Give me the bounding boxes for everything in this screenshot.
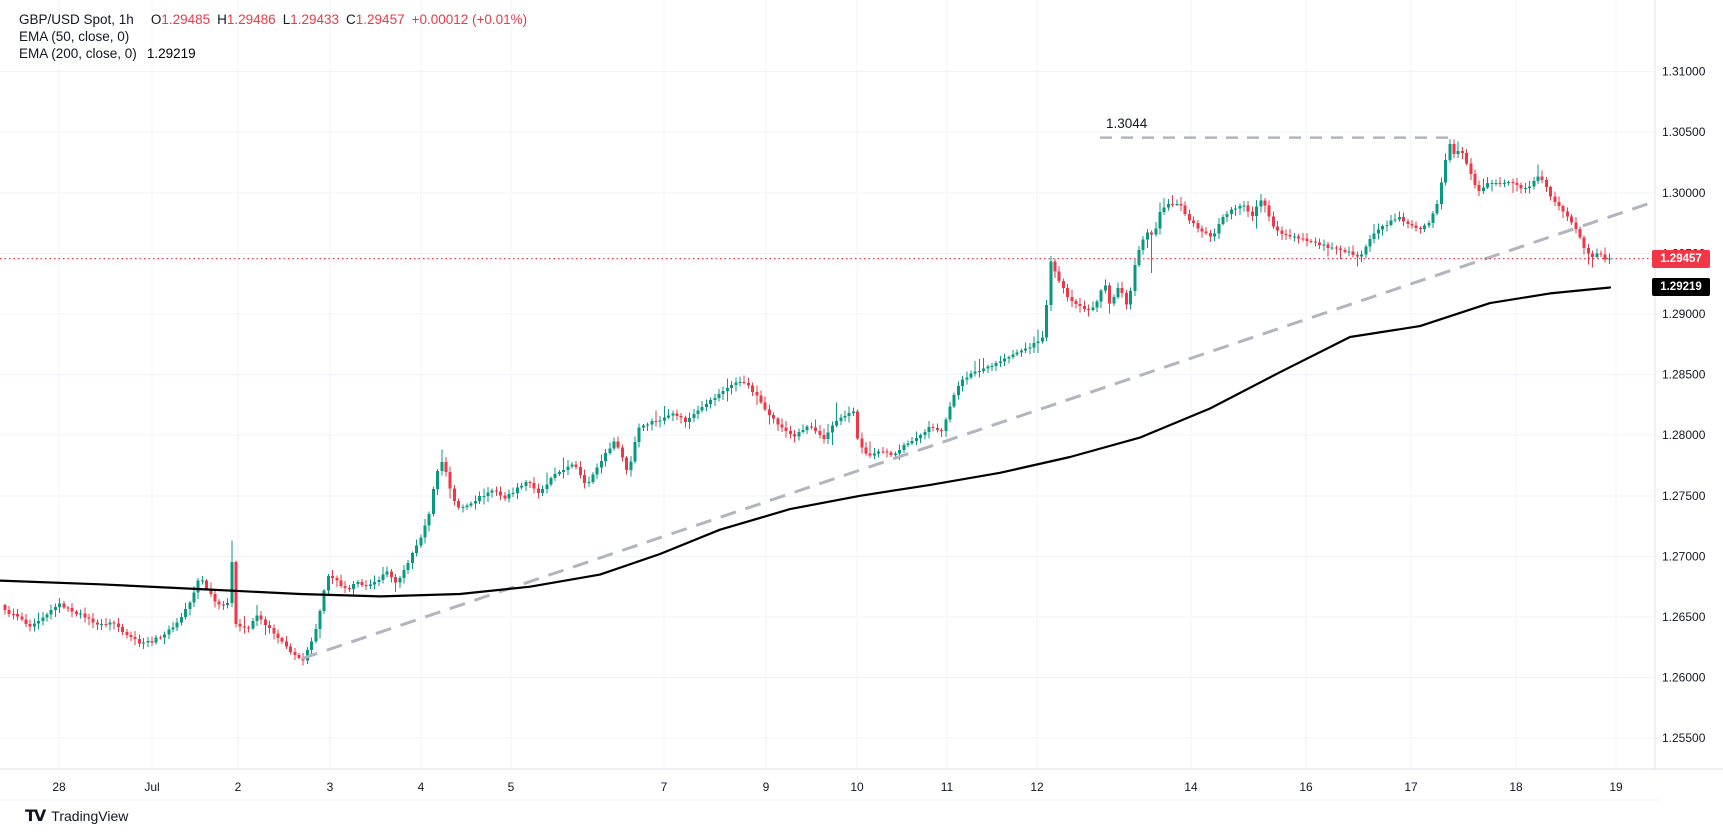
tradingview-attribution[interactable]: TV TradingView [25, 806, 128, 825]
ohlc-high-key: H [217, 12, 227, 27]
time-tick-label: 10 [850, 780, 864, 794]
time-tick-label: 7 [661, 780, 668, 794]
chart-legend: GBP/USD Spot, 1h O1.29485 H1.29486 L1.29433… [19, 11, 527, 62]
time-tick-label: 16 [1299, 780, 1313, 794]
drawings-layer[interactable]: 1.3044 [301, 116, 1653, 660]
price-tick-label: 1.26000 [1662, 671, 1706, 685]
candles-layer [3, 138, 1611, 666]
time-tick-label: 3 [327, 780, 334, 794]
symbol-legend-row[interactable]: GBP/USD Spot, 1h O1.29485 H1.29486 L1.29433… [19, 11, 527, 28]
time-tick-label: 2 [235, 780, 242, 794]
ema200-line[interactable] [0, 286, 1612, 598]
ema200-value: 1.29219 [146, 46, 196, 61]
price-tick-label: 1.25500 [1662, 731, 1706, 745]
price-tick-label: 1.27500 [1662, 489, 1706, 503]
ema50-label: EMA (50, close, 0) [19, 29, 130, 44]
time-tick-label: 17 [1404, 780, 1418, 794]
time-tick-label: 19 [1609, 780, 1623, 794]
axis-borders [0, 0, 1723, 801]
tradingview-logo-icon: TV [25, 806, 46, 825]
ohlc-high-value: 1.29486 [226, 12, 276, 27]
ohlc-open-key: O [150, 12, 162, 27]
time-tick-label: 4 [418, 780, 425, 794]
price-tick-label: 1.30000 [1662, 186, 1706, 200]
price-tick-label: 1.28000 [1662, 428, 1706, 442]
ema200-price-label: 1.29219 [1652, 278, 1710, 296]
ohlc-low-key: L [282, 12, 291, 27]
time-tick-label: 12 [1030, 780, 1044, 794]
resistance-price-annotation: 1.3044 [1106, 116, 1148, 131]
trendline[interactable] [301, 201, 1653, 660]
price-axis[interactable]: 1.310001.305001.300001.295001.290001.285… [1662, 65, 1706, 746]
ema50-legend-row[interactable]: EMA (50, close, 0) [19, 28, 527, 45]
price-tick-label: 1.27000 [1662, 549, 1706, 563]
price-tick-label: 1.26500 [1662, 610, 1706, 624]
price-tick-label: 1.30500 [1662, 125, 1706, 139]
time-tick-label: 14 [1184, 780, 1198, 794]
ohlc-low-value: 1.29433 [290, 12, 340, 27]
grid-lines [0, 0, 1655, 769]
price-tick-label: 1.31000 [1662, 65, 1706, 79]
time-tick-label: 28 [52, 780, 66, 794]
ohlc-close-key: C [346, 12, 356, 27]
last-price-label: 1.29457 [1652, 250, 1710, 268]
time-tick-label: 9 [763, 780, 770, 794]
time-axis[interactable]: 28 Jul 2 3 4 5 7 9 10 11 12 14 16 17 18 19 [52, 780, 1623, 794]
price-tick-label: 1.29000 [1662, 307, 1706, 321]
ema200-label: EMA (200, close, 0) [19, 46, 137, 61]
time-tick-label: 18 [1509, 780, 1523, 794]
price-change: +0.00012 (+0.01%) [411, 12, 528, 27]
price-tick-label: 1.28500 [1662, 368, 1706, 382]
time-tick-label: Jul [144, 780, 159, 794]
time-tick-label: 5 [508, 780, 515, 794]
ema200-legend-row[interactable]: EMA (200, close, 0) 1.29219 [19, 45, 527, 62]
tradingview-brand-text: TradingView [51, 807, 129, 824]
ohlc-open-value: 1.29485 [161, 12, 211, 27]
ohlc-close-value: 1.29457 [355, 12, 405, 27]
time-tick-label: 11 [941, 780, 954, 794]
symbol-title: GBP/USD Spot, 1h [19, 12, 134, 27]
